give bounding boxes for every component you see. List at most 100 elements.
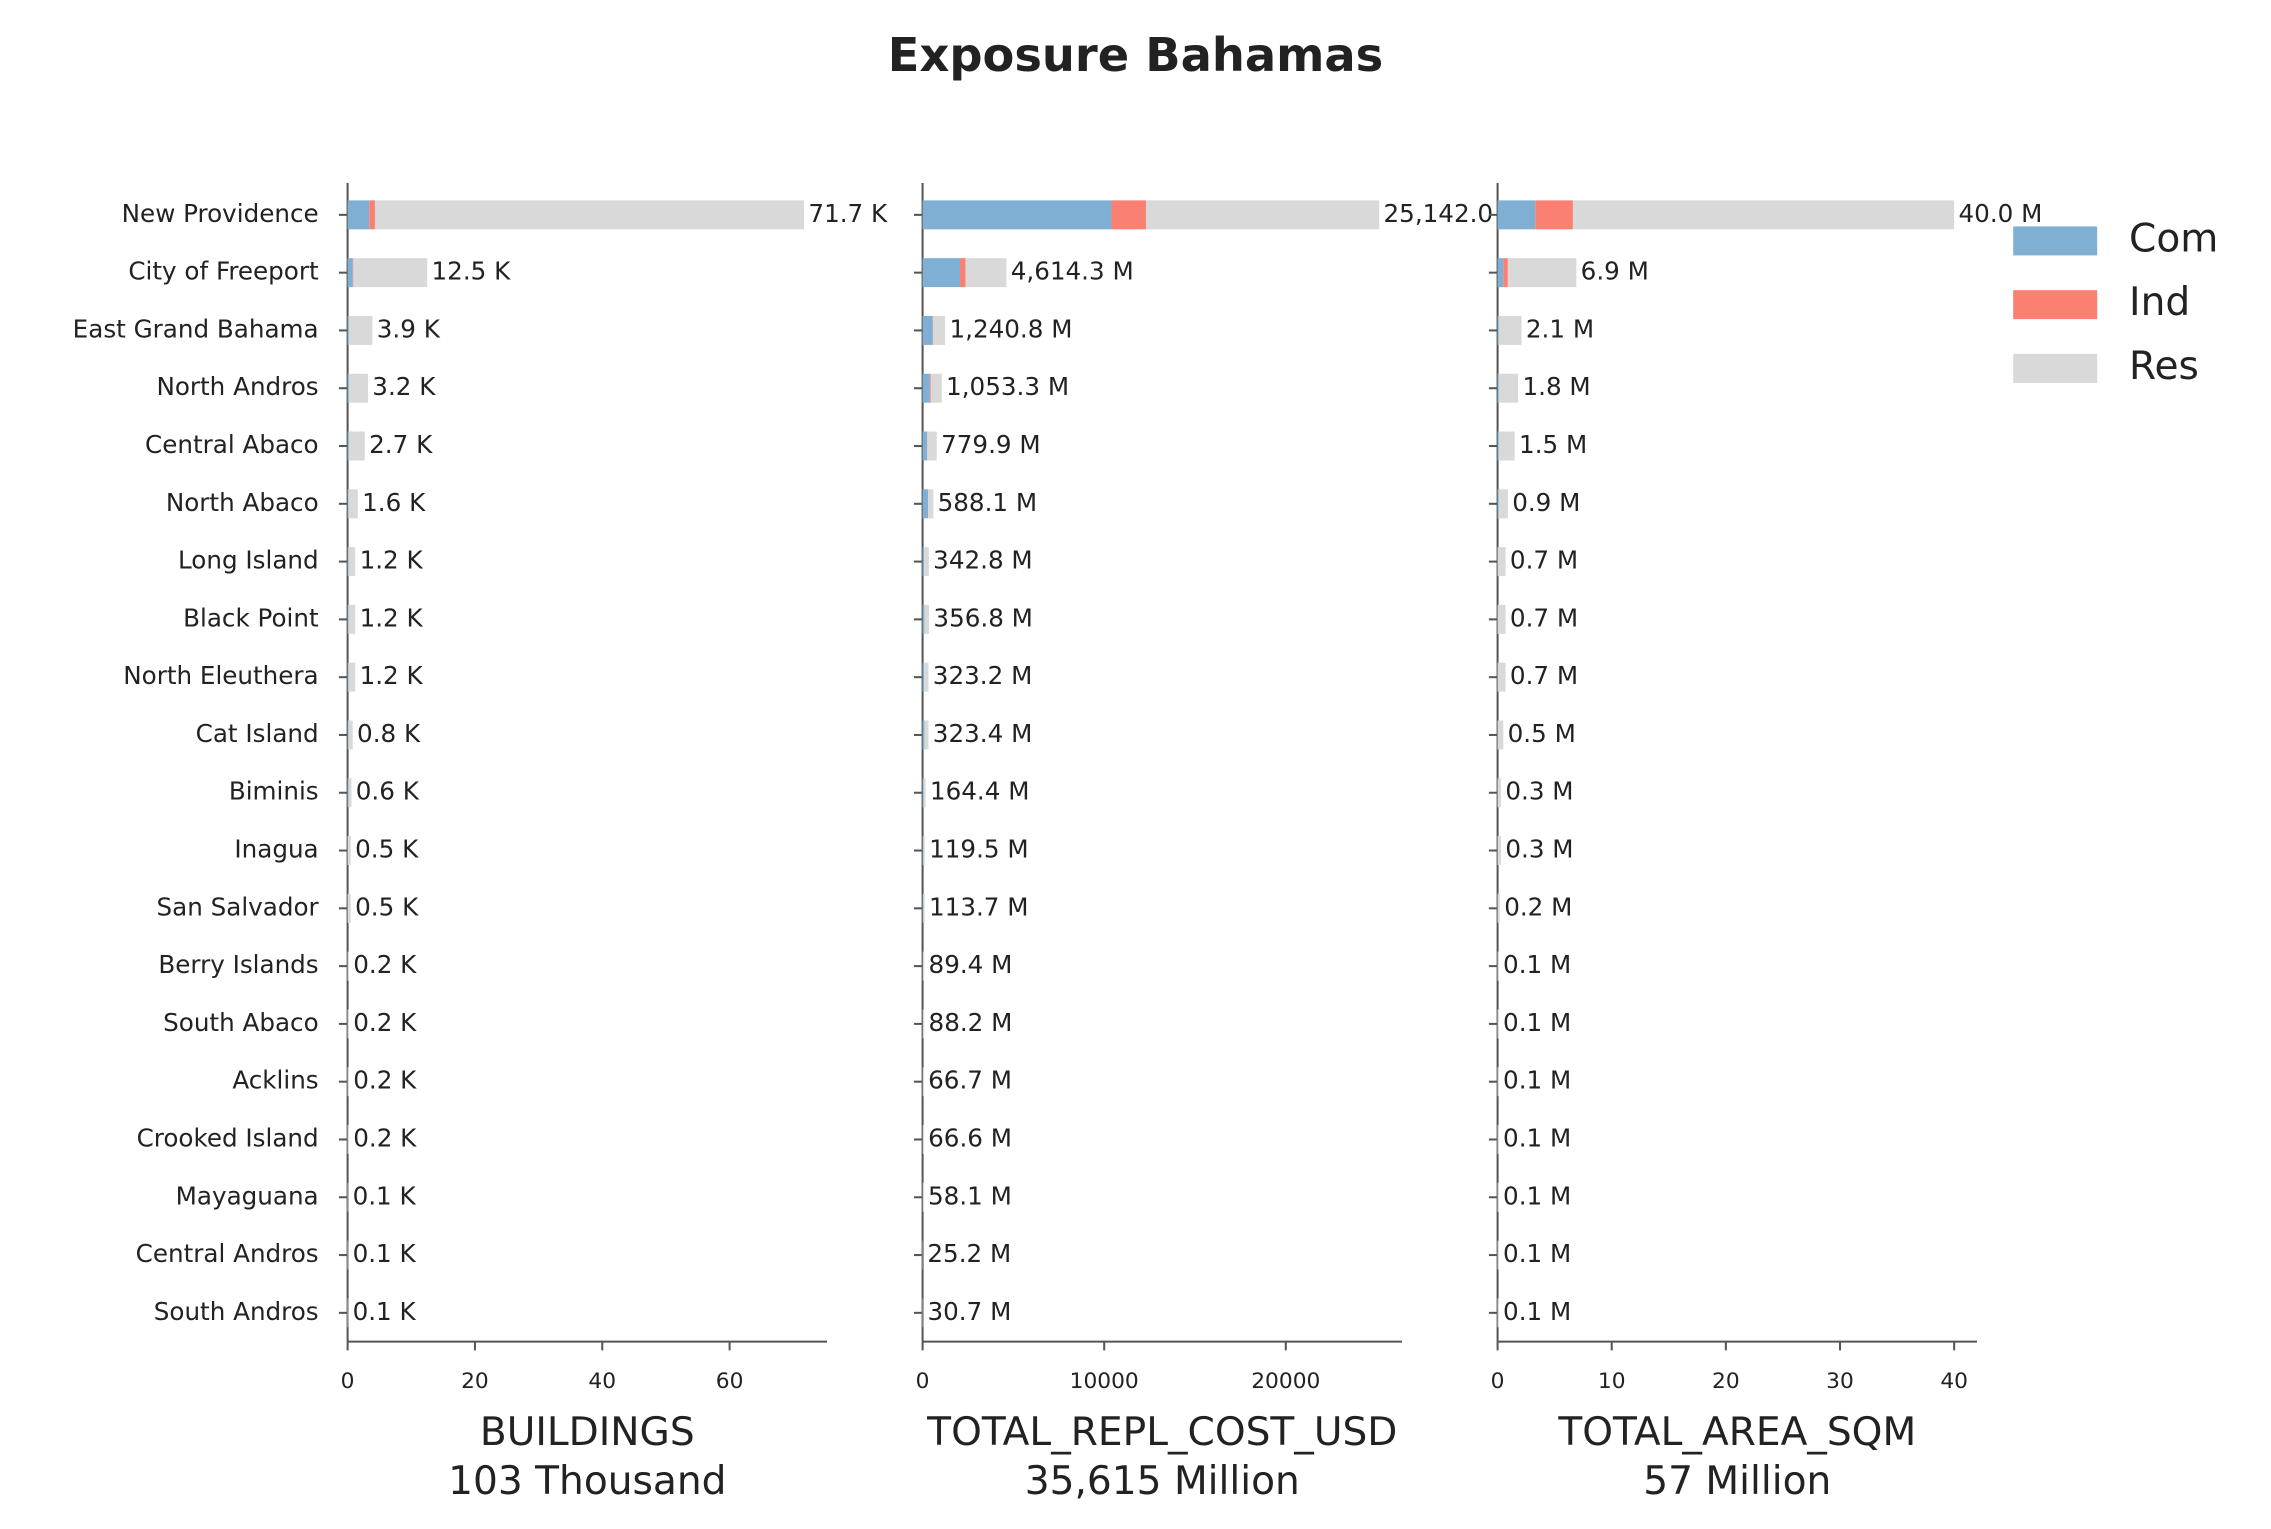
bar-segment — [924, 662, 929, 692]
total-label: 1,053.3 M — [946, 372, 1069, 401]
total-label: 0.2 K — [353, 1066, 417, 1095]
x-tick-label: 0 — [916, 1369, 930, 1394]
legend-swatch — [2013, 290, 2098, 320]
y-tick-label: Central Andros — [136, 1239, 319, 1268]
total-label: 3.9 K — [377, 314, 441, 343]
bar-segment — [922, 315, 933, 345]
bar-segment — [965, 258, 1007, 288]
bar-segment — [347, 489, 349, 519]
total-label: 0.5 M — [1508, 719, 1576, 748]
bar-segment — [922, 662, 925, 692]
total-label: 0.3 M — [1505, 835, 1573, 864]
bar-segment — [347, 1182, 349, 1212]
bar-segment — [347, 315, 349, 345]
bar-segment — [347, 1240, 349, 1270]
x-tick-label: 20000 — [1251, 1369, 1320, 1394]
y-tick-label: Acklins — [232, 1066, 318, 1095]
bar-segment — [348, 547, 356, 577]
total-label: 25,142.0 M — [1384, 199, 1523, 228]
total-label: 1.2 K — [360, 661, 424, 690]
bar-segment — [1497, 778, 1502, 808]
legend-swatch — [2013, 226, 2098, 256]
y-tick-label: East Grand Bahama — [73, 314, 319, 343]
total-label: 0.1 M — [1503, 1239, 1571, 1268]
bar-segment — [1497, 489, 1499, 519]
y-tick-label: City of Freeport — [128, 257, 319, 286]
legend-label: Com — [2129, 216, 2218, 261]
bar-segment — [1497, 720, 1504, 750]
x-tick-label: 40 — [588, 1369, 616, 1394]
total-label: 0.1 M — [1503, 1008, 1571, 1037]
total-label: 71.7 K — [808, 199, 888, 228]
legend-swatch — [2013, 353, 2098, 383]
bar-segment — [347, 1124, 349, 1154]
bar-segment — [930, 373, 942, 403]
x-axis-sublabel: 35,615 Million — [1025, 1459, 1300, 1504]
bar-segment — [922, 431, 928, 461]
bar-segment — [924, 547, 929, 577]
y-tick-label: Crooked Island — [137, 1123, 319, 1152]
x-axis-label: TOTAL_AREA_SQM — [1557, 1410, 1916, 1455]
bar-segment — [923, 836, 925, 866]
total-label: 779.9 M — [941, 430, 1041, 459]
bar-segment — [347, 431, 349, 461]
total-label: 1.8 M — [1522, 372, 1590, 401]
bar-segment — [1572, 200, 1955, 230]
x-tick-label: 20 — [461, 1369, 489, 1394]
total-label: 1.2 K — [360, 603, 424, 632]
bar-segment — [923, 893, 925, 923]
y-tick-label: Cat Island — [196, 719, 319, 748]
total-label: 0.1 M — [1503, 1066, 1571, 1095]
x-axis-sublabel: 103 Thousand — [448, 1459, 726, 1504]
total-label: 6.9 M — [1581, 257, 1649, 286]
bar-segment — [1497, 258, 1504, 288]
chart-title: Exposure Bahamas — [888, 28, 1383, 82]
bar-segment — [1497, 1240, 1499, 1270]
total-label: 0.6 K — [356, 777, 420, 806]
x-tick-label: 40 — [1940, 1369, 1968, 1394]
x-tick-label: 10 — [1598, 1369, 1626, 1394]
bar-segment — [922, 720, 925, 750]
x-axis-label: BUILDINGS — [480, 1410, 695, 1455]
total-label: 40.0 M — [1959, 199, 2043, 228]
x-tick-label: 0 — [1491, 1369, 1505, 1394]
bar-segment — [1498, 489, 1508, 519]
bar-segment — [922, 258, 961, 288]
x-tick-label: 60 — [716, 1369, 744, 1394]
bar-segment — [1497, 893, 1500, 923]
y-tick-label: Biminis — [229, 777, 319, 806]
total-label: 0.3 M — [1505, 777, 1573, 806]
total-label: 12.5 K — [432, 257, 512, 286]
total-label: 4,614.3 M — [1011, 257, 1134, 286]
total-label: 342.8 M — [933, 546, 1033, 575]
bar-segment — [1497, 951, 1499, 981]
bar-segment — [1507, 258, 1577, 288]
bar-segment — [1497, 200, 1536, 230]
bar-segment — [924, 720, 929, 750]
bar-segment — [922, 836, 924, 866]
total-label: 0.1 M — [1503, 950, 1571, 979]
total-label: 0.2 K — [353, 950, 417, 979]
total-label: 0.5 K — [355, 835, 419, 864]
bar-segment — [922, 604, 925, 634]
bar-segment — [1497, 1009, 1499, 1039]
bar-segment — [923, 778, 926, 808]
y-tick-label: North Andros — [156, 372, 318, 401]
bar-segment — [369, 200, 375, 230]
bar-segment — [347, 258, 353, 288]
bar-segment — [1497, 547, 1506, 577]
total-label: 323.2 M — [933, 661, 1033, 690]
y-tick-label: San Salvador — [157, 892, 320, 921]
bar-segment — [922, 373, 930, 403]
bar-segment — [1497, 315, 1499, 345]
total-label: 0.7 M — [1510, 546, 1578, 575]
bar-segment — [347, 547, 349, 577]
bar-segment — [922, 893, 924, 923]
bar-segment — [347, 778, 349, 808]
total-label: 113.7 M — [929, 892, 1029, 921]
total-label: 25.2 M — [927, 1239, 1011, 1268]
legend-label: Ind — [2129, 280, 2190, 325]
total-label: 0.2 K — [353, 1008, 417, 1037]
bar-segment — [1498, 315, 1522, 345]
